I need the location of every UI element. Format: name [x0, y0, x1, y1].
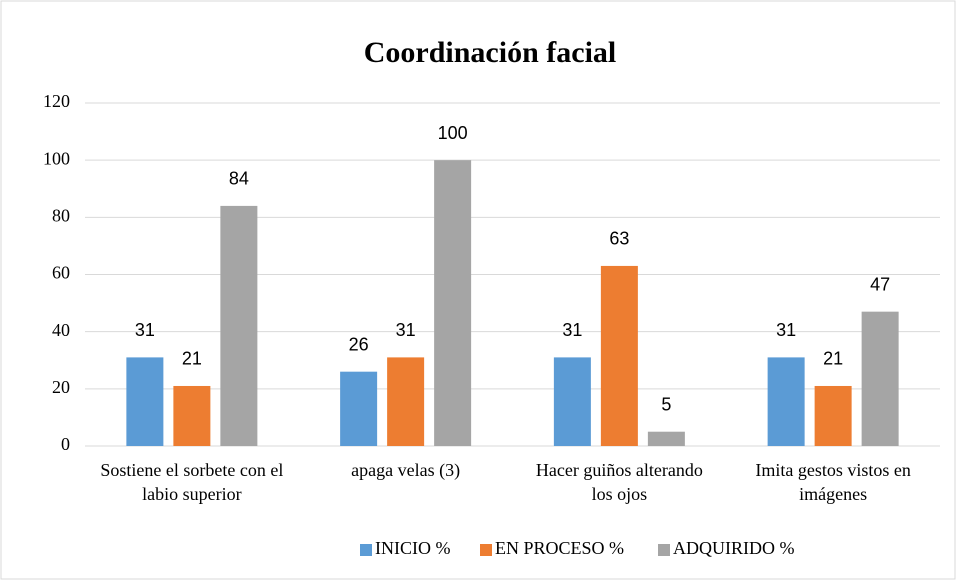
data-label: 31	[396, 320, 416, 340]
data-label: 5	[661, 394, 671, 414]
y-tick-label: 0	[61, 434, 70, 454]
y-tick-label: 80	[52, 205, 70, 225]
legend-label: EN PROCESO %	[495, 538, 624, 558]
x-tick-label: Sostiene el sorbete con el labio superio…	[100, 460, 284, 504]
bar	[861, 311, 899, 446]
data-label: 31	[776, 320, 796, 340]
bar	[647, 431, 685, 446]
bar	[220, 205, 258, 446]
bar	[434, 160, 472, 446]
data-label: 84	[229, 169, 249, 189]
bar	[173, 385, 211, 446]
data-label: 31	[135, 320, 155, 340]
x-tick-label: apaga velas (3)	[351, 460, 461, 480]
bar	[553, 357, 591, 446]
legend-swatch	[360, 544, 372, 556]
y-tick-label: 100	[43, 148, 70, 168]
y-tick-label: 40	[52, 320, 70, 340]
y-tick-label: 60	[52, 263, 70, 283]
legend-swatch	[480, 544, 492, 556]
data-label: 21	[182, 349, 202, 369]
data-label: 31	[562, 320, 582, 340]
data-label: 63	[609, 229, 629, 249]
legend-swatch	[658, 544, 670, 556]
x-tick-label: Imita gestos vistos en imágenes	[755, 460, 911, 504]
legend-label: ADQUIRIDO %	[673, 538, 794, 558]
bar	[387, 357, 425, 446]
chart-title: Coordinación facial	[364, 36, 617, 69]
x-tick-label: Hacer guiños alterando los ojos	[535, 460, 703, 504]
bar	[767, 357, 805, 446]
bar	[600, 265, 638, 446]
bar	[126, 357, 164, 446]
data-label: 21	[823, 349, 843, 369]
y-tick-label: 20	[52, 377, 70, 397]
y-tick-label: 120	[43, 91, 70, 111]
bar	[340, 371, 378, 446]
bar	[814, 385, 852, 446]
data-label: 100	[438, 123, 468, 143]
data-label: 26	[349, 334, 369, 354]
data-label: 47	[870, 274, 890, 294]
legend-label: INICIO %	[375, 538, 450, 558]
